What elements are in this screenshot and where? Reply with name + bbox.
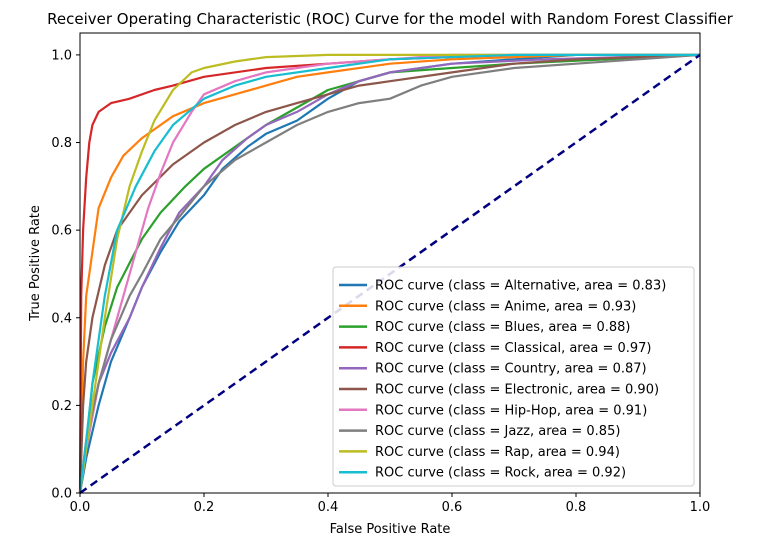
- legend-entry-label: ROC curve (class = Hip-Hop, area = 0.91): [375, 403, 647, 418]
- roc-curve-series-9: [78, 53, 700, 494]
- legend-entry-label: ROC curve (class = Anime, area = 0.93): [375, 299, 636, 314]
- y-tick-label: 0.0: [51, 487, 72, 502]
- legend: ROC curve (class = Alternative, area = 0…: [332, 266, 695, 487]
- y-axis-ticks: 0.0 0.2 0.4 0.6 0.8 1.0: [51, 48, 80, 502]
- roc-curve-series-8: [78, 53, 700, 494]
- x-tick-label: 0.6: [442, 500, 463, 515]
- x-tick-label: 0.2: [194, 500, 215, 515]
- roc-curve-series-5: [78, 53, 701, 494]
- y-tick-label: 0.6: [51, 224, 72, 239]
- y-axis-label: True Positive Rate: [28, 205, 43, 322]
- legend-box: [332, 266, 695, 487]
- legend-entry-label: ROC curve (class = Blues, area = 0.88): [375, 320, 631, 335]
- roc-curve-series-2: [78, 53, 701, 494]
- plot-frame: [79, 32, 701, 494]
- legend-entry-label: ROC curve (class = Country, area = 0.87): [375, 362, 647, 377]
- chart-title: Receiver Operating Characteristic (ROC) …: [47, 10, 734, 28]
- x-tick-label: 0.8: [566, 500, 587, 515]
- legend-entry-label: ROC curve (class = Classical, area = 0.9…: [375, 341, 652, 356]
- y-tick-label: 0.4: [51, 311, 72, 326]
- roc-curve-series-7: [78, 53, 701, 494]
- legend-entry-label: ROC curve (class = Rap, area = 0.94): [375, 445, 620, 460]
- x-axis-ticks: 0.0 0.2 0.4 0.6 0.8 1.0: [70, 493, 711, 515]
- x-tick-label: 0.4: [318, 500, 339, 515]
- y-tick-label: 0.8: [51, 136, 72, 151]
- legend-items: ROC curve (class = Alternative, area = 0…: [339, 279, 666, 481]
- roc-curves: [78, 53, 701, 494]
- legend-entry-label: ROC curve (class = Alternative, area = 0…: [375, 279, 666, 294]
- y-tick-label: 1.0: [51, 48, 72, 63]
- x-tick-label: 1.0: [690, 500, 711, 515]
- roc-curve-series-4: [78, 53, 701, 494]
- legend-entry-label: ROC curve (class = Jazz, area = 0.85): [375, 424, 620, 439]
- roc-curve-series-1: [78, 53, 700, 494]
- legend-entry-label: ROC curve (class = Rock, area = 0.92): [375, 466, 626, 481]
- y-tick-label: 0.2: [51, 399, 72, 414]
- x-axis-label: False Positive Rate: [330, 522, 451, 537]
- x-tick-label: 0.0: [70, 500, 91, 515]
- legend-entry-label: ROC curve (class = Electronic, area = 0.…: [375, 383, 659, 398]
- plot-area: [78, 32, 701, 495]
